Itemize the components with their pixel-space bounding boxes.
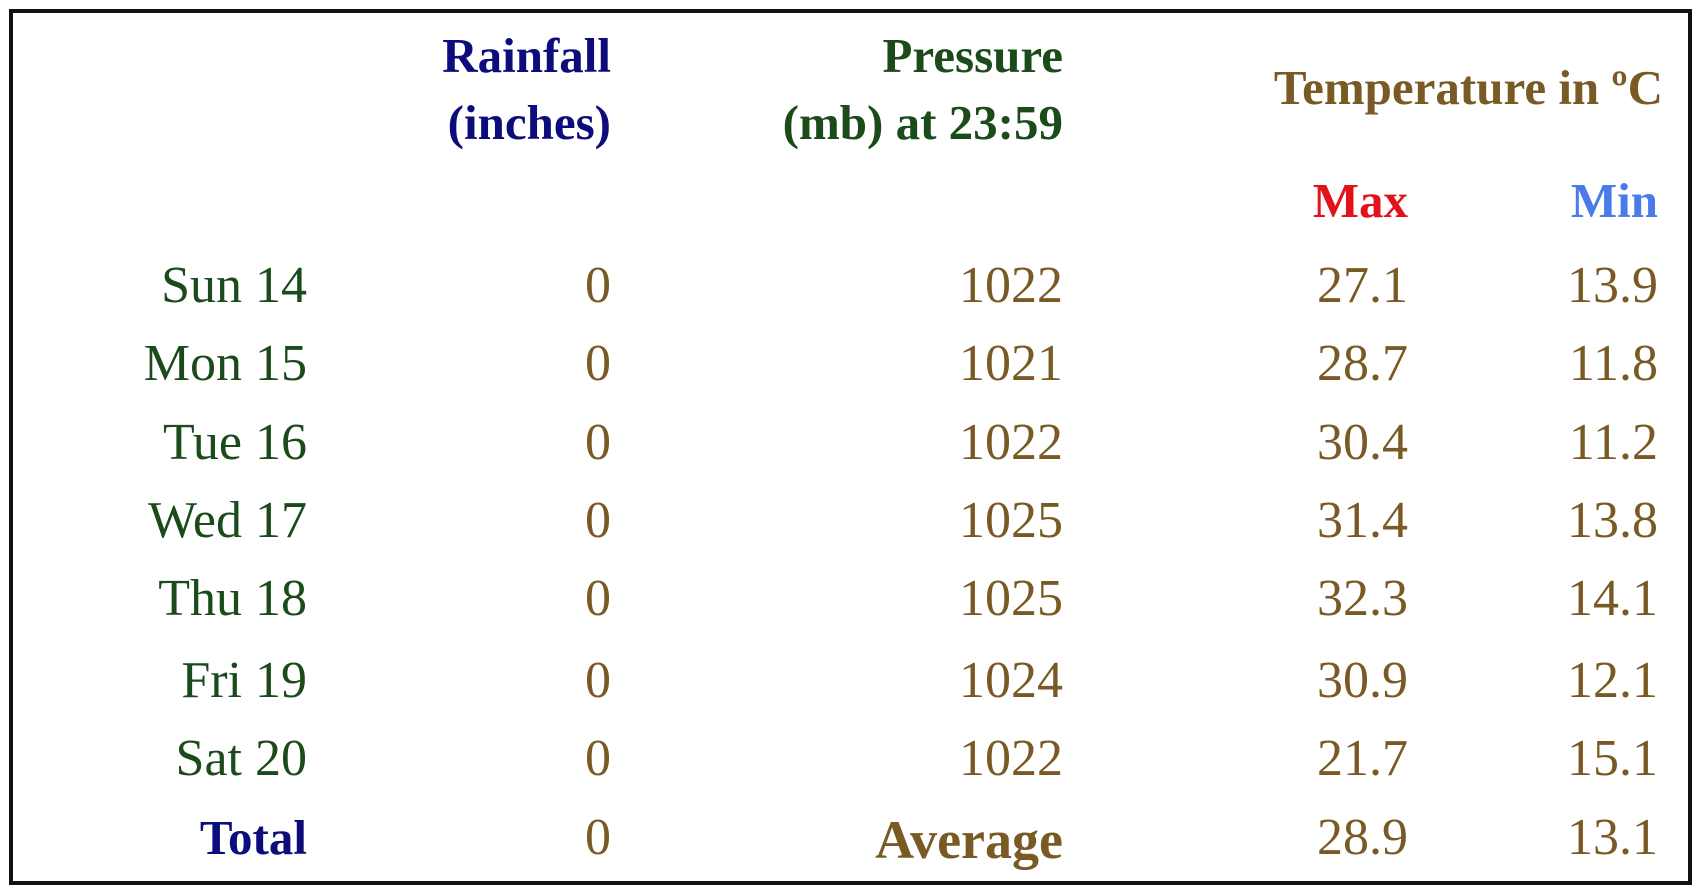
average-max: 28.9 (1317, 809, 1408, 866)
min-value: 11.8 (1569, 335, 1658, 392)
min-value: 12.1 (1567, 652, 1658, 709)
rainfall-header: Rainfall (442, 28, 611, 83)
rainfall-value: 0 (585, 335, 611, 392)
pressure-value: 1025 (959, 570, 1063, 627)
day-label: Tue 16 (163, 414, 307, 471)
pressure-header: (mb) at 23:59 (783, 95, 1063, 150)
day-label: Thu 18 (158, 570, 307, 627)
average-min: 13.1 (1567, 809, 1658, 866)
min-header: Min (1571, 173, 1658, 228)
average-label: Average (875, 810, 1063, 870)
max-value: 28.7 (1317, 335, 1408, 392)
max-value: 27.1 (1317, 257, 1408, 314)
max-header: Max (1313, 173, 1409, 228)
min-value: 13.8 (1567, 492, 1658, 549)
rainfall-header: (inches) (448, 95, 611, 150)
max-value: 21.7 (1317, 730, 1408, 787)
pressure-value: 1022 (959, 257, 1063, 314)
min-value: 15.1 (1567, 730, 1658, 787)
table-border (9, 9, 1692, 885)
pressure-value: 1022 (959, 730, 1063, 787)
day-label: Sun 14 (161, 257, 307, 314)
pressure-value: 1021 (959, 335, 1063, 392)
total-label: Total (200, 810, 307, 865)
pressure-value: 1024 (959, 652, 1063, 709)
total-rainfall: 0 (585, 809, 611, 866)
min-value: 13.9 (1567, 257, 1658, 314)
rainfall-value: 0 (585, 492, 611, 549)
temperature-header: Temperature in ºC (1274, 60, 1663, 115)
rainfall-value: 0 (585, 730, 611, 787)
day-label: Mon 15 (144, 335, 307, 392)
rainfall-value: 0 (585, 414, 611, 471)
max-value: 32.3 (1317, 570, 1408, 627)
day-label: Sat 20 (176, 730, 307, 787)
rainfall-value: 0 (585, 257, 611, 314)
pressure-value: 1025 (959, 492, 1063, 549)
max-value: 30.4 (1317, 414, 1408, 471)
day-label: Fri 19 (181, 652, 307, 709)
max-value: 30.9 (1317, 652, 1408, 709)
min-value: 14.1 (1567, 570, 1658, 627)
max-value: 31.4 (1317, 492, 1408, 549)
min-value: 11.2 (1569, 414, 1658, 471)
rainfall-value: 0 (585, 652, 611, 709)
day-label: Wed 17 (148, 492, 307, 549)
pressure-header: Pressure (882, 28, 1063, 83)
rainfall-value: 0 (585, 570, 611, 627)
pressure-value: 1022 (959, 414, 1063, 471)
